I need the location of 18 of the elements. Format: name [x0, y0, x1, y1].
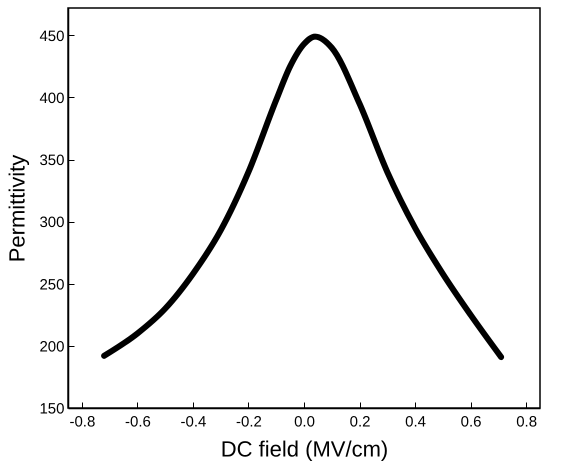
x-axis-title: DC field (MV/cm): [220, 436, 388, 462]
y-tick-label: 300: [39, 214, 64, 232]
x-tick-label: 0.4: [405, 414, 426, 430]
x-tick-label: -0.4: [180, 414, 206, 430]
y-tick-label: 250: [39, 276, 64, 294]
y-tick-label: 400: [39, 90, 64, 107]
y-tick-label: 450: [39, 28, 64, 45]
y-tick-label: 350: [39, 152, 64, 170]
y-tick-label: 200: [39, 338, 64, 356]
y-tick-label: 150: [39, 400, 64, 418]
x-tick-label: 0.2: [350, 414, 370, 430]
y-axis-title: Permittivity: [4, 154, 30, 262]
x-tick-label: 0.6: [460, 414, 482, 430]
x-tick-label: -0.2: [236, 414, 262, 430]
x-tick-label: 0.8: [516, 414, 538, 430]
x-tick-label: 0.0: [294, 414, 315, 430]
x-tick-label: -0.6: [124, 414, 151, 430]
x-tick-label: -0.8: [69, 414, 96, 430]
